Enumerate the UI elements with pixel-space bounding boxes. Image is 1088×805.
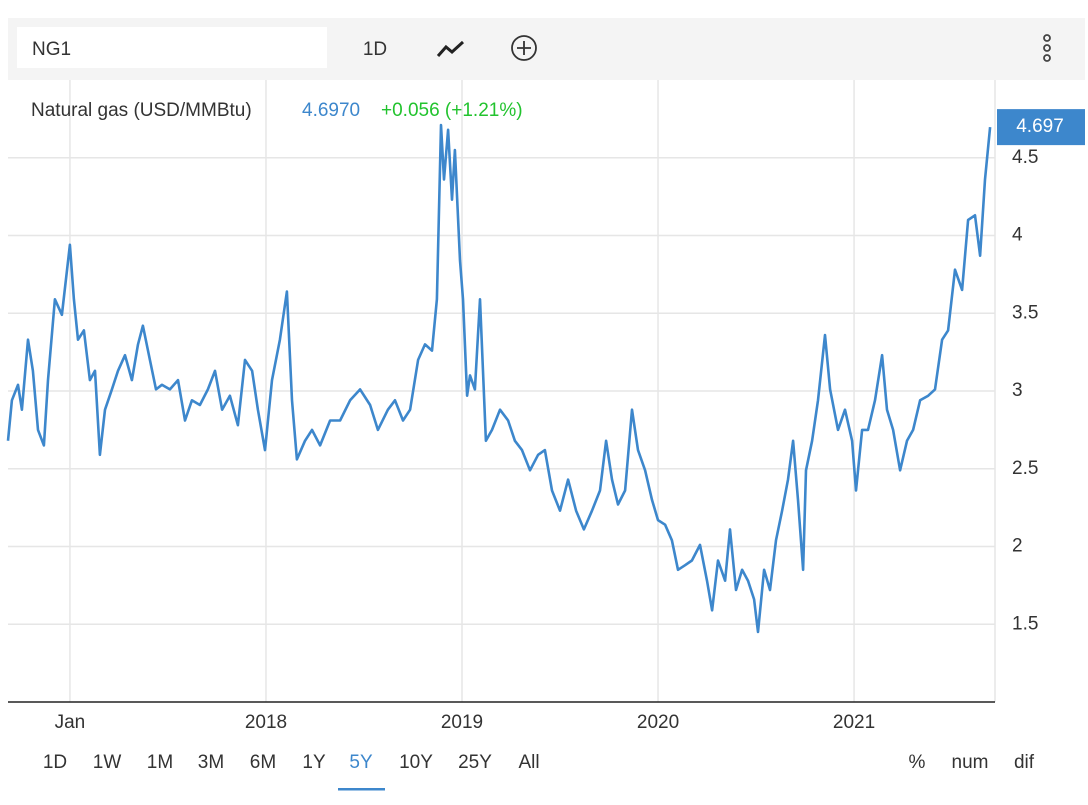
scale-mode-button[interactable]: % <box>909 752 926 773</box>
range-button[interactable]: 25Y <box>458 752 492 773</box>
range-button[interactable]: 1W <box>93 752 122 773</box>
x-tick-label: 2021 <box>833 712 875 733</box>
range-underline <box>338 788 385 791</box>
menu-icon[interactable] <box>1043 34 1051 62</box>
range-button[interactable]: 1M <box>147 752 173 773</box>
plot: 1.5 2 2.5 3 3.5 4 4.5 Jan 2018 2019 2020 2021 4.697 <box>6 80 1085 733</box>
add-icon-plus <box>517 41 531 55</box>
interval-button[interactable]: 1D <box>363 39 387 60</box>
controls: 1D 1W 1M 3M 6M 1Y 5Y 10Y 25Y All% num dif <box>43 752 1035 791</box>
y-tick-label: 4.5 <box>1012 147 1038 168</box>
quote-change: +0.056 (+1.21%) <box>381 100 523 121</box>
scale-mode-button[interactable]: num <box>952 752 989 773</box>
scale-mode-button[interactable]: dif <box>1014 752 1035 773</box>
symbol-input[interactable] <box>17 27 327 68</box>
x-tick-label: 2019 <box>441 712 483 733</box>
symbol: NG1 <box>32 39 71 60</box>
range-button[interactable]: 10Y <box>399 752 433 773</box>
y-tick-label: 3 <box>1012 380 1023 401</box>
y-tick-label: 4 <box>1012 225 1023 246</box>
range-button[interactable]: 1D <box>43 752 67 773</box>
series-name: Natural gas (USD/MMBtu) <box>31 100 252 121</box>
y-tick-label: 2.5 <box>1012 458 1038 479</box>
range-button[interactable]: All <box>518 752 539 773</box>
y-tick-label: 1.5 <box>1012 613 1038 634</box>
y-tick-label: 3.5 <box>1012 302 1038 323</box>
last-value-box <box>997 109 1085 146</box>
x-tick-label: Jan <box>55 712 86 733</box>
range-button[interactable]: 6M <box>250 752 276 773</box>
range-button[interactable]: 1Y <box>302 752 326 773</box>
chart-type-icon[interactable] <box>436 40 465 57</box>
range-button[interactable]: 5Y <box>349 752 373 773</box>
quote-price: 4.6970 <box>302 100 360 121</box>
add-icon[interactable] <box>511 35 537 61</box>
range-button[interactable]: 3M <box>198 752 224 773</box>
x-tick-label: 2020 <box>637 712 679 733</box>
y-tick-label: 2 <box>1012 536 1023 557</box>
last-value-label: 4.697 <box>1016 116 1064 137</box>
price-line <box>6 123 992 634</box>
x-tick-label: 2018 <box>245 712 287 733</box>
